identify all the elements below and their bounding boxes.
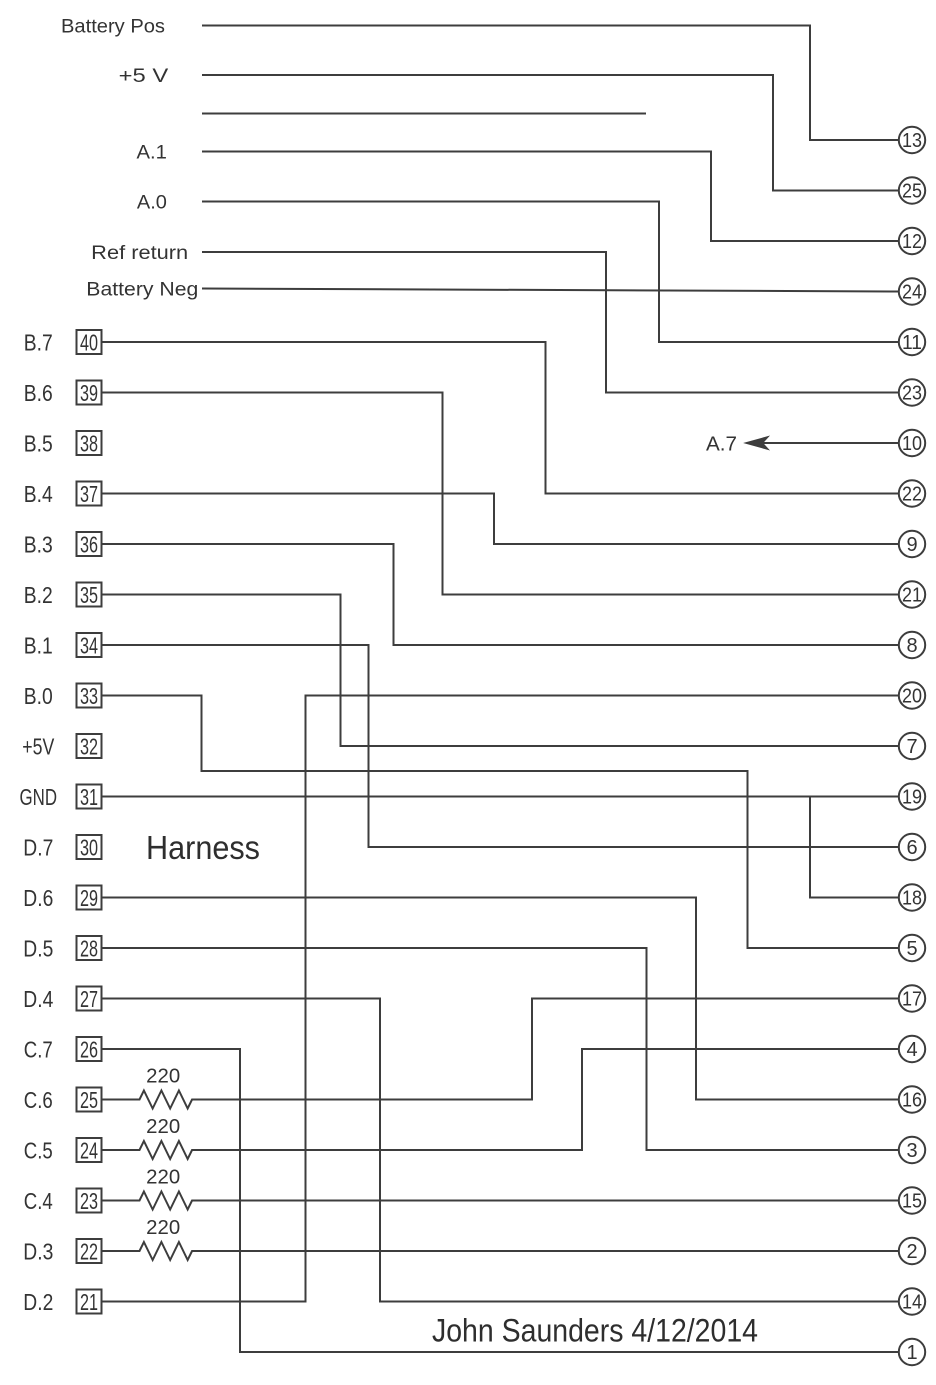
svg-text:B.2: B.2 xyxy=(24,582,53,608)
svg-text:220: 220 xyxy=(146,1167,180,1189)
svg-text:A.1: A.1 xyxy=(137,142,167,163)
svg-text:C.5: C.5 xyxy=(24,1137,53,1163)
svg-text:18: 18 xyxy=(902,888,922,910)
svg-text:34: 34 xyxy=(80,633,98,659)
svg-text:2: 2 xyxy=(906,1241,917,1263)
svg-text:B.5: B.5 xyxy=(24,430,53,456)
svg-text:28: 28 xyxy=(80,936,98,962)
svg-text:5: 5 xyxy=(906,938,917,960)
svg-text:15: 15 xyxy=(902,1191,922,1213)
svg-text:A.0: A.0 xyxy=(137,192,167,213)
svg-text:6: 6 xyxy=(906,837,917,859)
svg-text:B.6: B.6 xyxy=(24,380,53,406)
svg-text:26: 26 xyxy=(80,1037,98,1063)
svg-text:Ref return: Ref return xyxy=(91,243,188,264)
svg-text:B.1: B.1 xyxy=(24,632,53,658)
svg-text:21: 21 xyxy=(902,585,922,607)
svg-text:3: 3 xyxy=(906,1140,917,1162)
svg-text:8: 8 xyxy=(906,635,917,657)
svg-text:33: 33 xyxy=(80,683,98,709)
svg-text:220: 220 xyxy=(146,1116,180,1138)
svg-text:16: 16 xyxy=(902,1090,922,1112)
svg-text:7: 7 xyxy=(906,736,917,758)
svg-text:220: 220 xyxy=(146,1217,180,1239)
svg-text:D.2: D.2 xyxy=(23,1289,53,1315)
svg-text:17: 17 xyxy=(902,989,922,1011)
svg-text:37: 37 xyxy=(80,481,98,507)
svg-text:21: 21 xyxy=(80,1289,98,1315)
svg-text:+5 V: +5 V xyxy=(119,66,169,87)
svg-text:13: 13 xyxy=(902,130,922,152)
svg-text:John Saunders 4/12/2014: John Saunders 4/12/2014 xyxy=(432,1313,758,1349)
svg-text:C.4: C.4 xyxy=(24,1188,53,1214)
svg-text:D.4: D.4 xyxy=(23,986,53,1012)
svg-text:24: 24 xyxy=(80,1138,98,1164)
svg-text:25: 25 xyxy=(80,1087,98,1113)
svg-text:11: 11 xyxy=(902,332,922,354)
svg-text:24: 24 xyxy=(902,282,922,304)
svg-text:B.7: B.7 xyxy=(24,329,53,355)
svg-text:D.7: D.7 xyxy=(23,834,53,860)
svg-text:40: 40 xyxy=(80,330,98,356)
svg-text:C.7: C.7 xyxy=(24,1036,53,1062)
svg-text:220: 220 xyxy=(146,1066,180,1088)
svg-text:27: 27 xyxy=(80,986,98,1012)
svg-text:35: 35 xyxy=(80,582,98,608)
svg-text:31: 31 xyxy=(80,784,98,810)
svg-text:23: 23 xyxy=(80,1188,98,1214)
svg-text:9: 9 xyxy=(906,534,917,556)
svg-text:GND: GND xyxy=(20,784,58,810)
svg-text:Harness: Harness xyxy=(146,829,260,866)
svg-text:C.6: C.6 xyxy=(24,1087,53,1113)
svg-text:19: 19 xyxy=(902,787,922,809)
svg-text:22: 22 xyxy=(902,484,922,506)
svg-text:32: 32 xyxy=(80,734,98,760)
svg-text:10: 10 xyxy=(902,433,922,455)
svg-text:12: 12 xyxy=(902,231,922,253)
svg-text:D.3: D.3 xyxy=(23,1238,53,1264)
svg-text:39: 39 xyxy=(80,380,98,406)
svg-text:30: 30 xyxy=(80,835,98,861)
svg-text:20: 20 xyxy=(902,686,922,708)
svg-text:38: 38 xyxy=(80,431,98,457)
svg-text:+5V: +5V xyxy=(22,733,54,759)
svg-text:36: 36 xyxy=(80,532,98,558)
svg-text:D.5: D.5 xyxy=(23,935,53,961)
svg-text:D.6: D.6 xyxy=(23,885,53,911)
svg-text:14: 14 xyxy=(902,1292,922,1314)
svg-text:Battery Pos: Battery Pos xyxy=(61,16,165,37)
svg-text:A.7: A.7 xyxy=(706,432,737,455)
svg-text:B.0: B.0 xyxy=(24,683,53,709)
svg-text:22: 22 xyxy=(80,1239,98,1265)
svg-text:23: 23 xyxy=(902,383,922,405)
svg-text:B.4: B.4 xyxy=(24,481,53,507)
svg-text:25: 25 xyxy=(902,181,922,203)
svg-text:B.3: B.3 xyxy=(24,531,53,557)
svg-text:29: 29 xyxy=(80,885,98,911)
svg-text:4: 4 xyxy=(906,1039,917,1061)
svg-text:Battery Neg: Battery Neg xyxy=(86,279,198,300)
svg-text:1: 1 xyxy=(906,1342,917,1364)
